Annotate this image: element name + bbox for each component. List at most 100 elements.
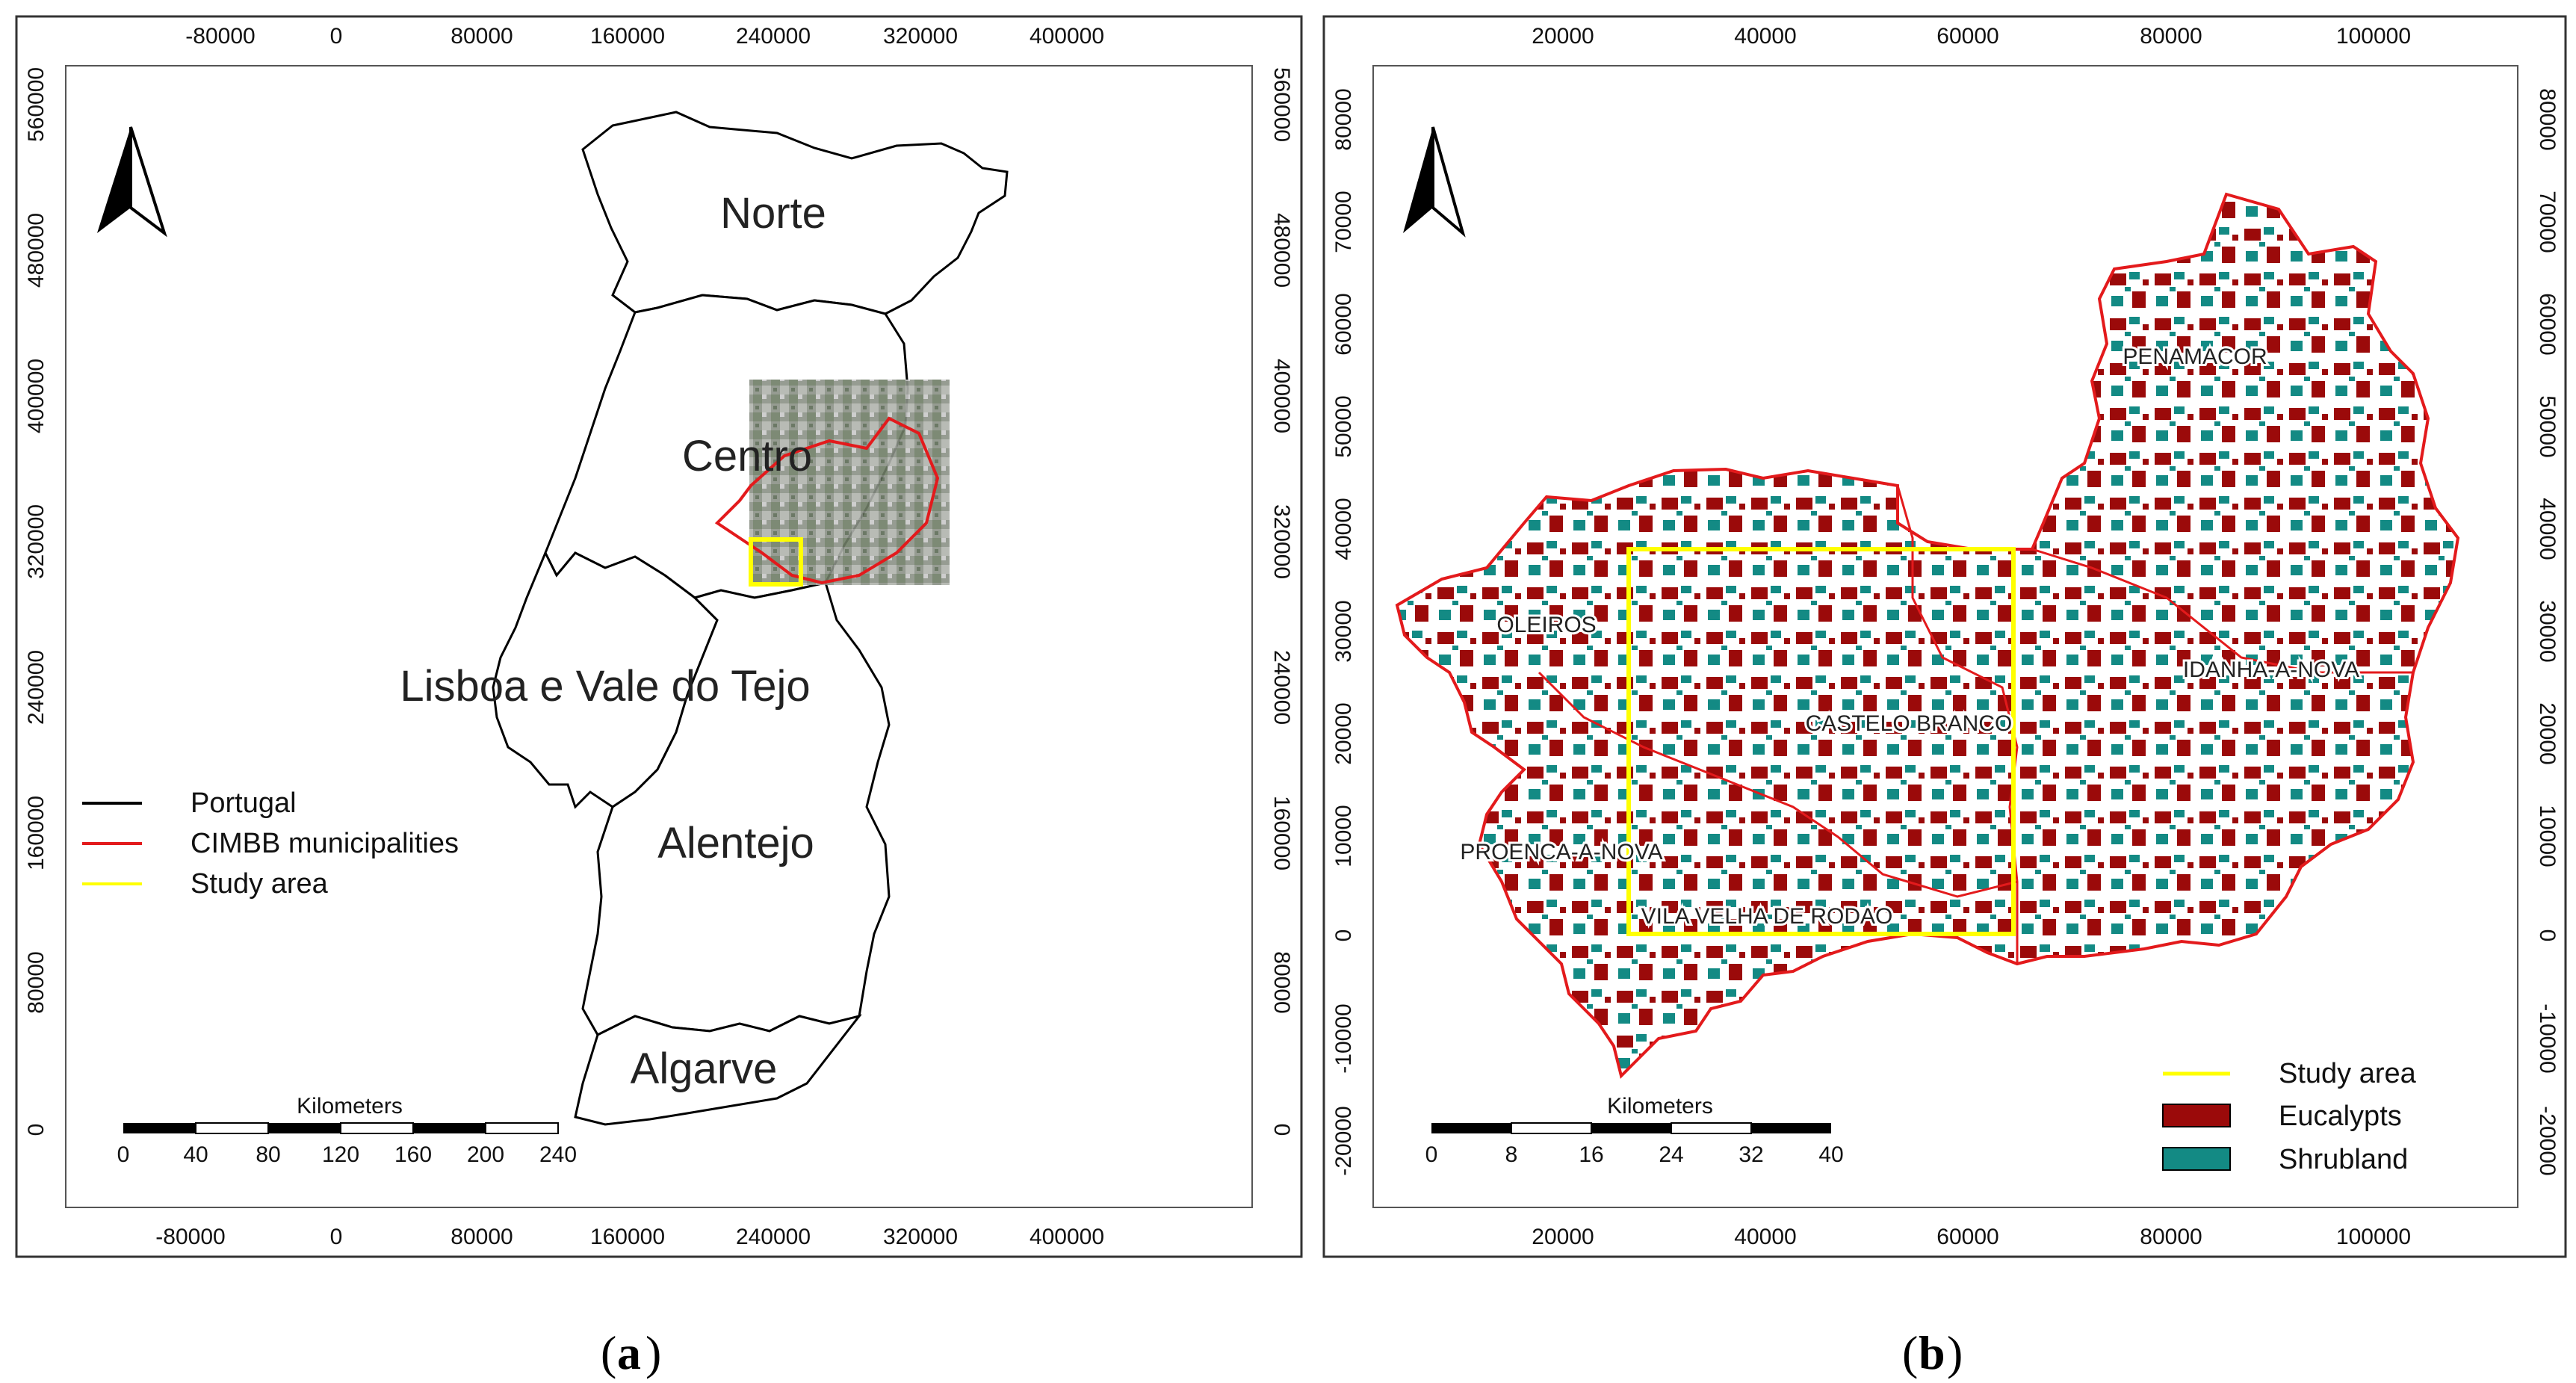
panel-a-legend: Portugal CIMBB municipalities Study area (71, 777, 489, 904)
panel-b-x-ticks-top: 20000 40000 60000 80000 100000 (1532, 24, 2411, 49)
scalebar-tick: 32 (1739, 1142, 1763, 1167)
caption-letter: a (617, 1326, 641, 1379)
panel-b-y-ticks-left: 80000 70000 60000 50000 40000 30000 2000… (1331, 88, 1356, 1175)
tick-label: 320000 (883, 24, 958, 49)
municipality-label: VILA VELHA DE RODAO (1641, 904, 1893, 929)
tick-label: 400000 (1269, 359, 1294, 433)
panel-b-legend: Study area Eucalypts Shrubland (2144, 1046, 2458, 1195)
caption-open: ( (1902, 1326, 1918, 1379)
tick-label: 160000 (1269, 796, 1294, 870)
scalebar-tick: 0 (1425, 1142, 1438, 1167)
scalebar-segment (1431, 1123, 1511, 1133)
municipality-label: PROENCA-A-NOVA (1460, 840, 1662, 864)
region-label: Centro (682, 432, 812, 480)
scalebar-tick: 40 (1818, 1142, 1843, 1167)
panel-b: 20000 40000 60000 80000 100000 20000 400… (1322, 15, 2567, 1379)
region-label: Alentejo (657, 819, 814, 867)
tick-label: 0 (1331, 929, 1356, 942)
tick-label: 100000 (2336, 1225, 2411, 1249)
tick-label: -10000 (1331, 1003, 1356, 1073)
panel-a-x-ticks-top: -80000 0 80000 160000 240000 320000 4000… (185, 24, 1104, 49)
scalebar-title: Kilometers (1607, 1094, 1713, 1119)
tick-label: 240000 (736, 1225, 811, 1249)
tick-label: 20000 (1331, 702, 1356, 764)
tick-label: 100000 (2336, 24, 2411, 49)
tick-label: -80000 (185, 24, 255, 49)
tick-label: 60000 (2535, 293, 2560, 355)
caption-letter: b (1919, 1326, 1945, 1379)
tick-label: 10000 (1331, 805, 1356, 867)
scalebar-segment (340, 1122, 414, 1134)
tick-label: 30000 (1331, 600, 1356, 662)
scalebar-title: Kilometers (297, 1094, 403, 1119)
satellite-image (749, 380, 950, 585)
tick-label: 80000 (2140, 1225, 2202, 1249)
tick-label: 40000 (1734, 24, 1796, 49)
tick-label: 10000 (2535, 805, 2560, 867)
tick-label: 320000 (883, 1225, 958, 1249)
panel-b-y-ticks-right: 80000 70000 60000 50000 40000 30000 2000… (2535, 88, 2560, 1175)
tick-label: 400000 (1030, 24, 1104, 49)
legend-swatch-shrubland (2162, 1147, 2231, 1171)
scalebar-tick: 120 (322, 1142, 359, 1167)
scalebar-segment (1591, 1123, 1671, 1133)
municipality-boundary (2031, 548, 2413, 674)
municipality-label: OLEIROS (1496, 613, 1596, 637)
tick-label: 400000 (24, 359, 49, 433)
region-norte (581, 111, 1009, 315)
panel-a: -80000 0 80000 160000 240000 320000 4000… (15, 15, 1303, 1379)
scalebar-tick: 8 (1505, 1142, 1518, 1167)
legend-label: Portugal (191, 788, 297, 819)
scalebar-tick: 80 (256, 1142, 280, 1167)
scalebar-tick: 24 (1659, 1142, 1683, 1167)
north-arrow-icon (97, 126, 167, 238)
scalebar-segment (1511, 1122, 1592, 1134)
panel-b-scalebar: Kilometers 0 8 16 24 32 40 (1425, 1094, 1844, 1167)
municipality-boundary (1538, 671, 2018, 898)
tick-label: 0 (330, 1225, 343, 1249)
legend-label: CIMBB municipalities (191, 828, 459, 859)
tick-label: 60000 (1936, 1225, 1998, 1249)
tick-label: 60000 (1331, 293, 1356, 355)
region-label: Norte (720, 189, 826, 238)
tick-label: 320000 (24, 504, 49, 579)
tick-label: 160000 (24, 796, 49, 870)
tick-label: 320000 (1269, 504, 1294, 579)
panel-a-x-ticks-bottom: -80000 0 80000 160000 240000 320000 4000… (155, 1225, 1104, 1249)
cimbb-outline (714, 416, 940, 585)
tick-label: 0 (330, 24, 343, 49)
legend-label: Eucalypts (2279, 1101, 2402, 1132)
caption-close: ) (1947, 1326, 1963, 1379)
tick-label: 80000 (451, 24, 513, 49)
scalebar-segment (123, 1123, 196, 1133)
tick-label: 240000 (1269, 650, 1294, 725)
cimbb-landcover (1395, 192, 2460, 1079)
region-label: Algarve (631, 1045, 778, 1093)
tick-label: 560000 (24, 67, 49, 142)
tick-label: 0 (1269, 1124, 1294, 1136)
study-area-box (749, 537, 803, 587)
tick-label: -80000 (155, 1225, 225, 1249)
tick-label: 20000 (1532, 1225, 1594, 1249)
municipality-label: PENAMACOR (2123, 344, 2267, 369)
tick-label: 40000 (1331, 498, 1356, 560)
municipality-label: CASTELO BRANCO (1806, 711, 2013, 736)
scalebar-segment (485, 1122, 559, 1134)
tick-label: 240000 (736, 24, 811, 49)
tick-label: 50000 (1331, 395, 1356, 457)
tick-label: 30000 (2535, 600, 2560, 662)
scalebar-tick: 200 (467, 1142, 504, 1167)
tick-label: 80000 (24, 951, 49, 1013)
panel-a-scalebar: Kilometers 0 40 80 120 160 200 240 (117, 1094, 577, 1167)
tick-label: 0 (24, 1124, 49, 1136)
study-area-box (1626, 547, 2016, 936)
tick-label: 0 (2535, 929, 2560, 942)
scalebar-tick: 16 (1579, 1142, 1603, 1167)
region-algarve (574, 1014, 862, 1126)
legend-label: Study area (2279, 1058, 2417, 1089)
panel-b-x-ticks-bottom: 20000 40000 60000 80000 100000 (1532, 1225, 2411, 1249)
caption-b: ( b ) (1902, 1326, 1963, 1379)
tick-label: 40000 (1734, 1225, 1796, 1249)
scalebar-tick: 0 (117, 1142, 130, 1167)
